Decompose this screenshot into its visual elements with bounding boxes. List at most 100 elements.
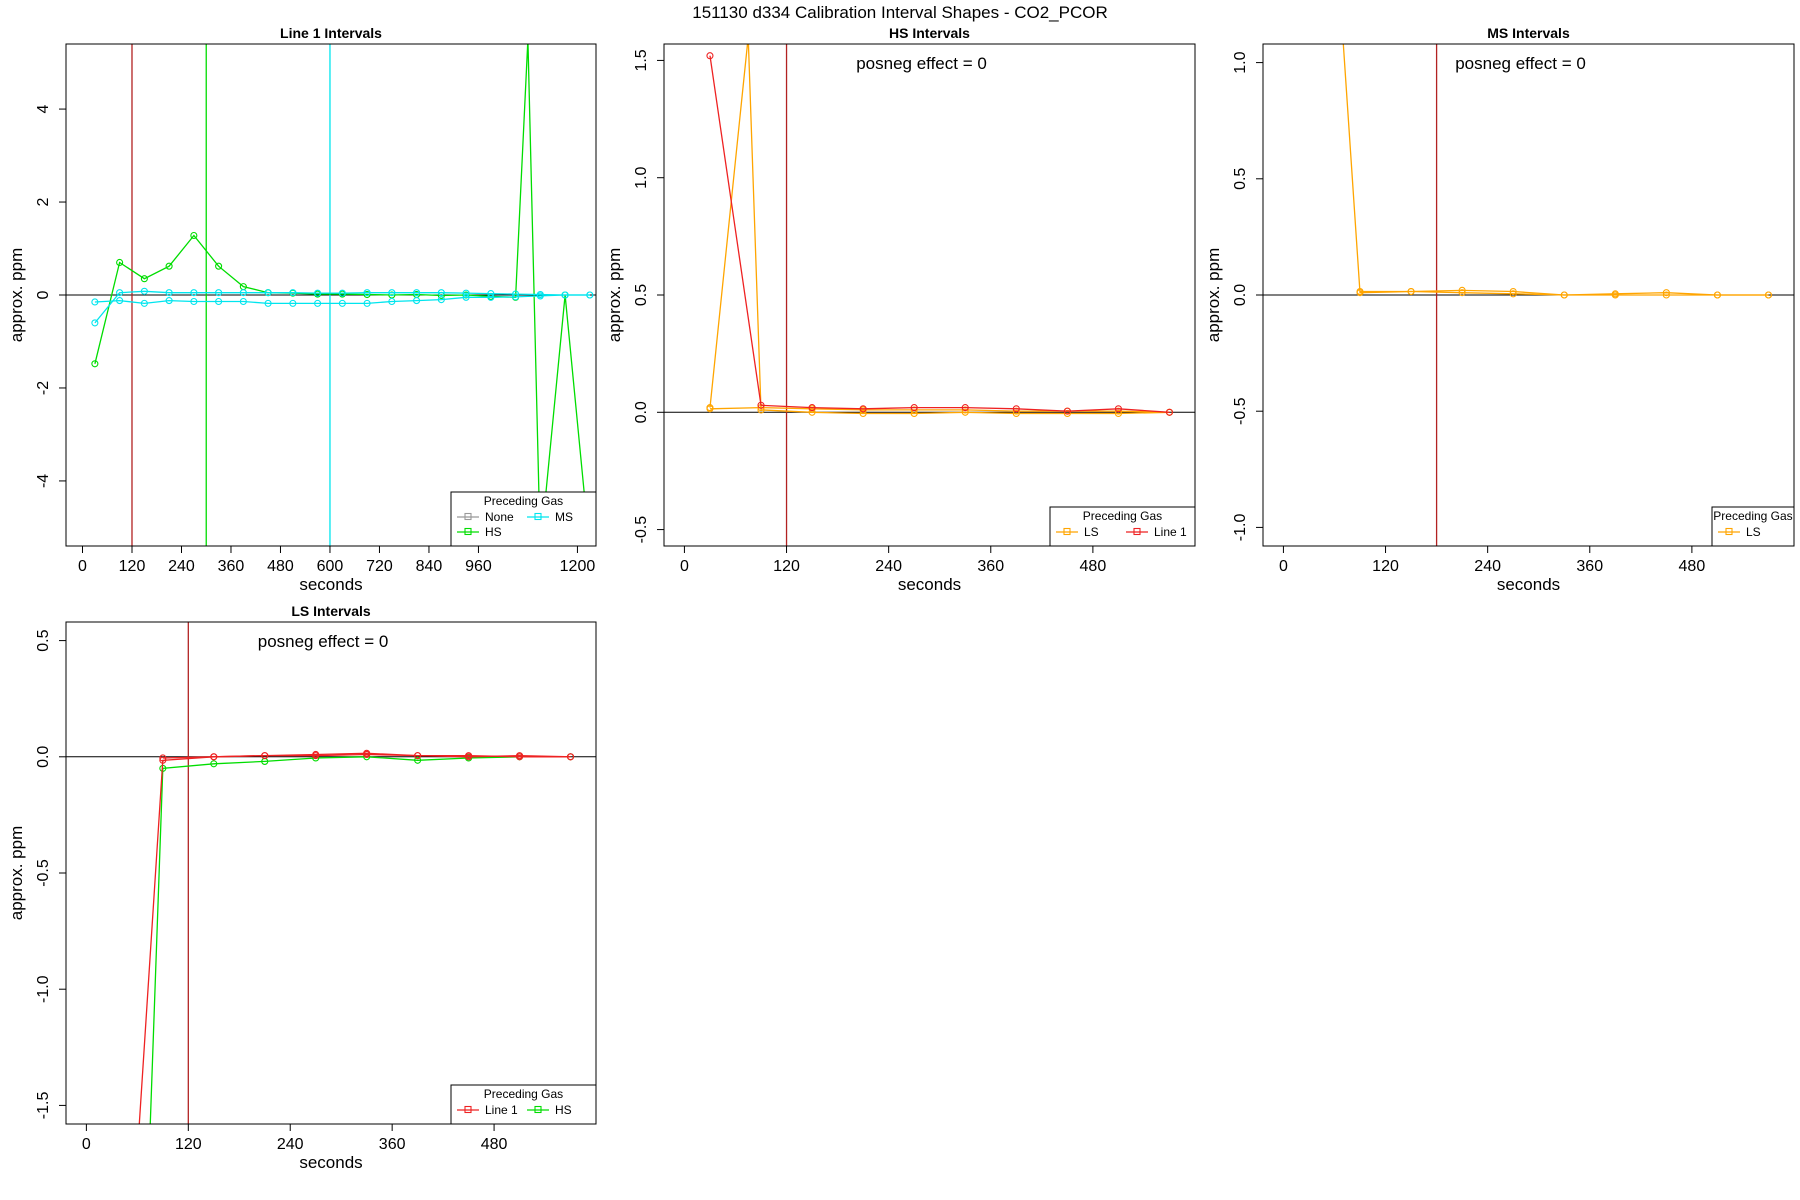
- plot-area: [66, 44, 596, 546]
- data-point: [910, 406, 918, 414]
- data-point: [210, 753, 218, 761]
- data-point: [462, 289, 470, 297]
- legend-swatch-marker: [464, 1105, 472, 1114]
- panel-title: Line 1 Intervals: [280, 25, 382, 41]
- data-point: [338, 289, 346, 297]
- series-line-line-1: [138, 753, 571, 1124]
- posneg-annotation: posneg effect = 0: [258, 632, 389, 651]
- data-point: [338, 299, 346, 307]
- y-axis-label: approx. ppm: [7, 826, 26, 921]
- x-tick-label: 840: [416, 558, 443, 575]
- y-tick-label: -1.5: [35, 1092, 52, 1120]
- data-point: [140, 287, 148, 295]
- y-tick-label: 0.5: [633, 284, 650, 306]
- x-tick-label: 120: [119, 558, 146, 575]
- posneg-annotation: posneg effect = 0: [1455, 54, 1586, 73]
- panel-title: MS Intervals: [1487, 25, 1570, 41]
- y-axis-label: approx. ppm: [7, 248, 26, 343]
- y-tick-label: 0.0: [35, 746, 52, 768]
- x-tick-label: 960: [465, 558, 492, 575]
- x-tick-label: 360: [218, 558, 245, 575]
- panel-title: HS Intervals: [889, 25, 970, 41]
- data-point: [487, 293, 495, 301]
- data-point: [757, 406, 765, 414]
- data-point: [91, 319, 99, 327]
- data-point: [363, 289, 371, 297]
- data-point: [808, 404, 816, 412]
- plot-frame: [663, 43, 1196, 547]
- legend-swatch-marker: [1063, 527, 1071, 536]
- data-point: [1560, 291, 1568, 299]
- series-line-hs: [94, 44, 591, 546]
- x-tick-label: 240: [1474, 558, 1501, 575]
- data-point: [1458, 289, 1466, 297]
- x-tick-label: 0: [78, 558, 87, 575]
- data-point: [215, 297, 223, 306]
- data-point: [264, 289, 272, 297]
- y-axis-label: approx. ppm: [605, 248, 624, 343]
- series-line-ls: [1360, 290, 1769, 296]
- data-point: [289, 299, 297, 307]
- x-tick-label: 720: [366, 558, 393, 575]
- series-line-ms: [94, 294, 590, 305]
- plot-area: [66, 622, 596, 1124]
- legend-entry-label: LS: [1746, 525, 1761, 539]
- legend: Preceding Gas LS Line 1: [1049, 506, 1196, 547]
- posneg-annotation: posneg effect = 0: [856, 54, 987, 73]
- legend-title: Preceding Gas: [1713, 509, 1792, 523]
- data-point: [516, 752, 524, 760]
- data-point: [159, 754, 167, 762]
- data-point: [1012, 405, 1020, 413]
- data-point: [1713, 291, 1721, 299]
- data-point: [1509, 290, 1517, 298]
- data-point: [859, 405, 867, 413]
- data-point: [1662, 289, 1670, 297]
- y-tick-label: 0.0: [1232, 284, 1249, 306]
- data-point: [264, 299, 272, 307]
- data-point: [414, 756, 422, 764]
- legend-title: Preceding Gas: [1083, 509, 1162, 523]
- y-tick-label: -1.0: [1232, 514, 1249, 542]
- y-tick-label: 0.0: [633, 401, 650, 423]
- data-point: [1611, 291, 1619, 299]
- data-point: [91, 298, 99, 306]
- data-point: [314, 299, 322, 307]
- data-point: [413, 297, 421, 305]
- x-tick-label: 0: [680, 558, 689, 575]
- x-tick-label: 480: [1080, 558, 1107, 575]
- plot-frame: [65, 621, 597, 1125]
- legend: Preceding Gas LS: [1711, 506, 1795, 547]
- y-tick-label: 1.5: [633, 49, 650, 71]
- legend-swatch-marker: [534, 1105, 542, 1114]
- data-point: [239, 289, 247, 297]
- data-point: [536, 290, 544, 299]
- data-point: [706, 52, 714, 60]
- data-point: [289, 289, 297, 297]
- data-point: [910, 404, 918, 412]
- data-point: [414, 752, 422, 760]
- data-point: [388, 297, 396, 306]
- y-tick-label: -0.5: [35, 859, 52, 887]
- series-line-ls: [709, 44, 1170, 415]
- data-point: [561, 291, 569, 299]
- data-point: [961, 406, 969, 414]
- x-tick-label: 120: [1372, 558, 1399, 575]
- data-point: [1165, 408, 1174, 416]
- y-axis-label: approx. ppm: [1204, 248, 1223, 343]
- x-tick-label: 1200: [560, 558, 596, 575]
- panel-title: LS Intervals: [291, 603, 371, 619]
- data-point: [215, 289, 223, 297]
- legend-title: Preceding Gas: [484, 494, 563, 508]
- legend-entry-label: Line 1: [485, 1103, 518, 1117]
- x-axis-label: seconds: [299, 1153, 362, 1172]
- data-point: [961, 404, 969, 412]
- plot-area: [664, 44, 1195, 546]
- data-point: [190, 231, 198, 240]
- data-point: [165, 297, 173, 305]
- legend-swatch-marker: [464, 527, 472, 536]
- legend-entry-label: HS: [485, 525, 502, 539]
- x-tick-label: 240: [168, 558, 195, 575]
- x-tick-label: 240: [277, 1136, 304, 1153]
- x-tick-label: 360: [1576, 558, 1603, 575]
